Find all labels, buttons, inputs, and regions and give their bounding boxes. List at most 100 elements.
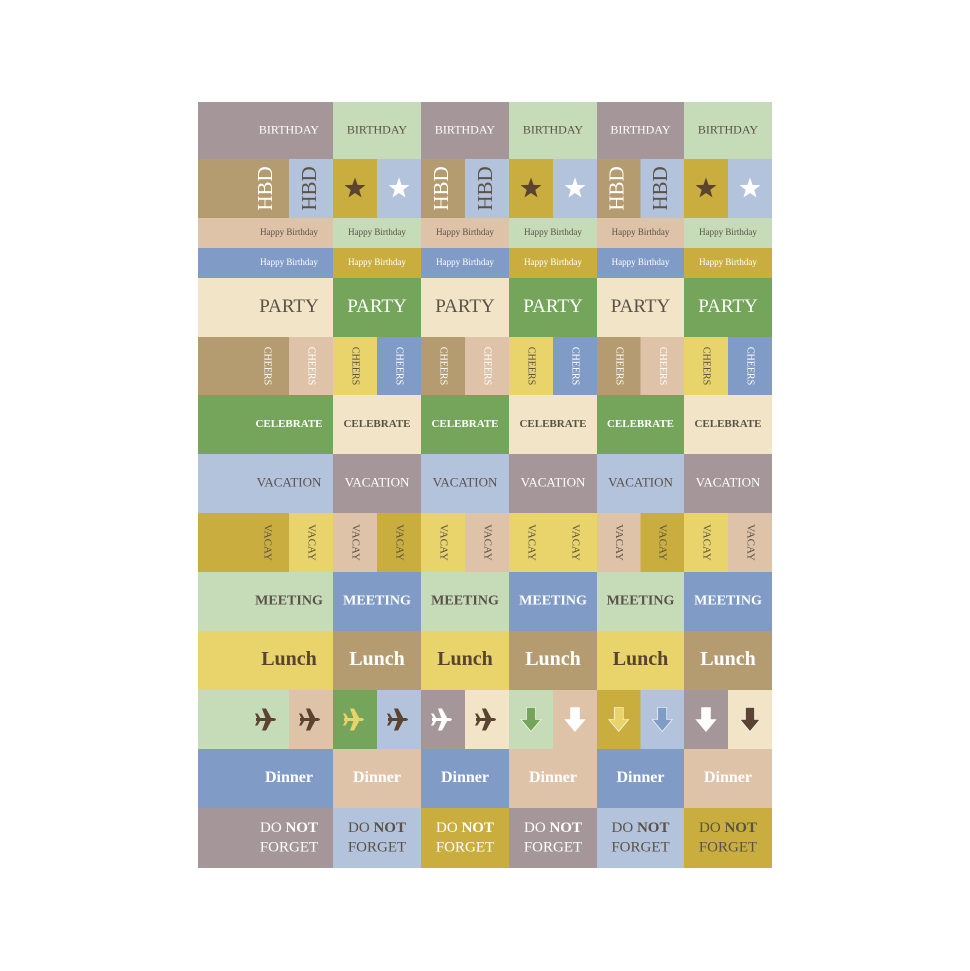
sticker-text: MEETING: [431, 594, 499, 609]
sticker-text: FORGET: [611, 839, 669, 855]
sticker-text: DO NOT: [436, 820, 494, 836]
sticker: [198, 337, 289, 395]
sticker-text: HBD: [429, 166, 453, 210]
sticker: [509, 248, 597, 278]
sticker-text: CELEBRATE: [694, 418, 761, 430]
sticker: [421, 218, 509, 248]
sticker: [684, 218, 772, 248]
sticker: [421, 395, 509, 454]
sticker: [509, 395, 597, 454]
sticker: [597, 218, 684, 248]
sticker: [421, 513, 465, 572]
sticker: [684, 749, 772, 808]
sticker: [421, 278, 509, 337]
arrow-icon: [695, 707, 717, 732]
sticker: [509, 572, 597, 631]
sticker: [333, 248, 421, 278]
arrow-icon: [564, 707, 586, 732]
sticker: [289, 159, 333, 218]
sticker: [421, 631, 509, 690]
sticker-word: NOT: [461, 820, 494, 836]
sticker-text: CHEERS: [482, 347, 493, 385]
sticker: [684, 395, 772, 454]
sticker: [198, 248, 333, 278]
sticker-text: BIRTHDAY: [698, 122, 759, 136]
sticker: [421, 808, 509, 868]
sticker-text: DO NOT: [699, 820, 757, 836]
sticker: [597, 248, 684, 278]
sticker: [421, 749, 509, 808]
sticker: [333, 454, 421, 513]
sticker-text: FORGET: [699, 839, 757, 855]
sticker: [198, 454, 333, 513]
star-icon: [564, 177, 586, 198]
sticker-text: VACATION: [433, 474, 498, 489]
sticker-text: Dinner: [353, 769, 401, 786]
sticker: [465, 159, 509, 218]
sticker-text: Lunch: [437, 648, 493, 670]
sticker: [509, 513, 553, 572]
sticker-text: CHEERS: [526, 347, 537, 385]
sticker: [198, 278, 333, 337]
star-icon: [695, 177, 717, 198]
sticker-text: Happy Birthday: [260, 257, 318, 267]
sticker: [421, 572, 509, 631]
sticker-text: BIRTHDAY: [523, 122, 584, 136]
sticker: [333, 808, 421, 868]
sticker: [684, 572, 772, 631]
sticker-text: MEETING: [343, 594, 411, 609]
sticker: [597, 513, 641, 572]
sticker-text: Lunch: [349, 648, 405, 670]
sticker-text: Lunch: [525, 648, 581, 670]
sticker-text: HBD: [473, 166, 497, 210]
sticker-text: FORGET: [524, 839, 582, 855]
sticker-text: HBD: [297, 166, 321, 210]
sticker: [597, 337, 641, 395]
plane-icon: [387, 708, 408, 731]
sticker: [597, 159, 641, 218]
sticker-text: VACATION: [608, 474, 673, 489]
sticker-text: Lunch: [261, 648, 317, 670]
sticker-text: BIRTHDAY: [610, 122, 671, 136]
sticker: [465, 513, 509, 572]
sticker-text: Happy Birthday: [348, 227, 406, 237]
star-icon: [520, 177, 542, 198]
sticker: [198, 808, 333, 868]
star-icon: [739, 177, 761, 198]
sticker: [333, 513, 377, 572]
sticker: [509, 454, 597, 513]
sticker-text: VACATION: [696, 474, 761, 489]
sticker-text: VACAY: [393, 524, 405, 561]
sticker: [377, 513, 421, 572]
sticker-text: Dinner: [265, 769, 313, 786]
sticker-text: MEETING: [519, 594, 587, 609]
sticker-text: CHEERS: [306, 347, 317, 385]
sticker: [684, 337, 728, 395]
sticker-text: Dinner: [704, 769, 752, 786]
sticker-text: CELEBRATE: [519, 418, 586, 430]
sticker: [684, 631, 772, 690]
star-icon: [344, 177, 366, 198]
plane-icon: [343, 708, 364, 731]
sticker: [728, 513, 772, 572]
sticker-text: CHEERS: [657, 347, 668, 385]
sticker-text: VACAY: [481, 524, 493, 561]
sticker-text: VACAY: [305, 524, 317, 561]
sticker-text: HBD: [253, 166, 277, 210]
arrow-icon: [520, 707, 542, 732]
sticker: [728, 337, 772, 395]
sticker-word: DO: [260, 820, 282, 836]
sticker-text: Happy Birthday: [699, 257, 757, 267]
sticker-text: CELEBRATE: [607, 418, 674, 430]
sticker-text: CELEBRATE: [255, 418, 322, 430]
sticker: [421, 454, 509, 513]
sticker-text: Happy Birthday: [436, 227, 494, 237]
sticker: [597, 749, 684, 808]
sticker: [553, 513, 597, 572]
sticker: [333, 395, 421, 454]
sticker-text: PARTY: [435, 296, 495, 317]
sticker-text: CHEERS: [394, 347, 405, 385]
sticker: [198, 513, 289, 572]
sticker: [684, 454, 772, 513]
